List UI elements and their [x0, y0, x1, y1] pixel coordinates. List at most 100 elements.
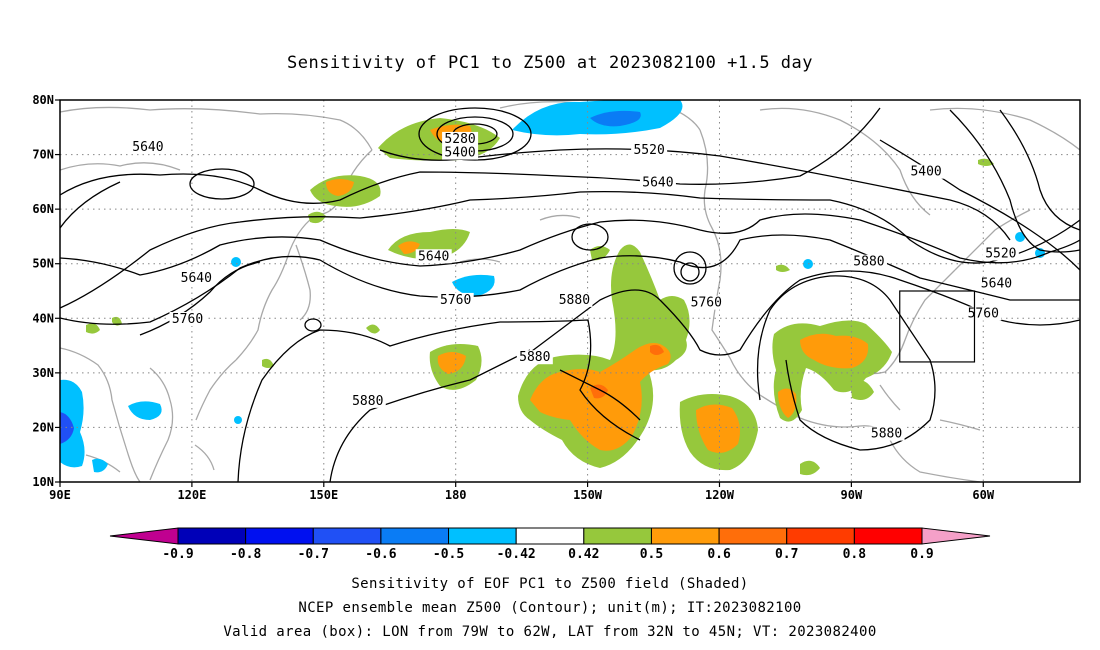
lon-tick-label: 120E — [177, 488, 206, 502]
figure-title: Sensitivity of PC1 to Z500 at 2023082100… — [287, 53, 813, 73]
contour-label: 5400 — [444, 146, 475, 161]
contour-label-bg — [631, 142, 668, 157]
contour-label: 5880 — [352, 394, 383, 409]
contour-label: 5400 — [910, 165, 941, 180]
contour-label: 5520 — [633, 143, 664, 158]
lat-tick-label: 70N — [32, 148, 54, 162]
lat-tick-label: 20N — [32, 420, 54, 434]
colorbar-label: -0.5 — [433, 547, 464, 562]
contour-label-bg — [442, 145, 479, 160]
contour-label: 5760 — [968, 307, 999, 322]
contour-label: 5760 — [691, 296, 722, 311]
colorbar-label: 0.6 — [707, 547, 731, 562]
contour-label: 5520 — [985, 247, 1016, 262]
colorbar-segment — [583, 527, 652, 545]
valid-area-box — [899, 290, 976, 363]
contour-label-bg — [442, 131, 479, 146]
lat-tick-label: 30N — [32, 366, 54, 380]
contour-label-bg — [978, 276, 1015, 291]
contour-label-bg — [908, 164, 945, 179]
negative-area — [231, 257, 241, 267]
positive-area — [112, 316, 122, 326]
colorbar-segment — [245, 527, 314, 545]
colorbar-label: 0.8 — [843, 547, 867, 562]
contour-label: 5640 — [642, 176, 673, 191]
contour-label: 5640 — [981, 277, 1012, 292]
contour-label: 5640 — [181, 271, 212, 286]
shaded-regions — [60, 100, 1045, 476]
colorbar-label: 0.5 — [640, 547, 663, 562]
colorbar-label: 0.7 — [775, 547, 798, 562]
contour-label-bg — [169, 312, 206, 327]
colorbar-label: -0.7 — [298, 547, 329, 562]
positive-area — [366, 324, 380, 334]
lat-tick-label: 80N — [32, 93, 54, 107]
colorbar-label: -0.8 — [230, 547, 261, 562]
contour-label: 5880 — [519, 350, 550, 365]
positive-area — [776, 264, 790, 272]
lon-tick-label: 150W — [573, 488, 603, 502]
colorbar-segment — [786, 527, 855, 545]
colorbar-label: -0.42 — [497, 547, 536, 562]
contour-label: 5880 — [853, 255, 884, 270]
positive-area — [326, 179, 354, 196]
contour-label-bg — [850, 254, 887, 269]
negative-area — [1015, 232, 1025, 242]
lon-tick-label: 120W — [705, 488, 735, 502]
contour-label-bg — [437, 292, 474, 307]
colorbar-segment — [650, 527, 720, 545]
colorbar-label: -0.9 — [162, 547, 193, 562]
colorbar-label: -0.6 — [365, 547, 396, 562]
contour-label-bg — [639, 175, 676, 190]
map-frame — [59, 99, 1081, 483]
positive-area — [778, 388, 797, 418]
negative-area — [590, 110, 641, 127]
negative-area — [92, 458, 108, 473]
positive-area — [800, 460, 820, 476]
negative-area — [60, 412, 74, 444]
positive-area — [262, 358, 274, 368]
lon-tick-label: 90E — [49, 488, 71, 502]
colorbar-label: 0.42 — [568, 547, 599, 562]
colorbar-max-triangle — [921, 527, 991, 545]
positive-area — [696, 404, 740, 453]
contour-label: 5880 — [559, 293, 590, 308]
contour-label: 5640 — [418, 249, 449, 264]
negative-area — [452, 274, 495, 296]
colorbar: -0.9 -0.8 -0.7 -0.6 -0.5 -0.42 0.42 0.5 0.6 0.7 0.… — [109, 527, 991, 562]
contour-label: 5760 — [440, 293, 471, 308]
contour-label: 5880 — [871, 427, 902, 442]
positive-area — [437, 352, 466, 374]
positive-area — [398, 241, 420, 254]
contour-label-bg — [688, 295, 725, 310]
negative-area — [234, 416, 242, 424]
positive-area — [86, 323, 100, 334]
colorbar-min-triangle — [109, 527, 179, 545]
contour-label-bg — [516, 350, 553, 365]
negative-area — [128, 401, 162, 420]
colorbar-segment — [515, 527, 585, 545]
colorbar-segment — [448, 527, 517, 545]
contour-label-bg — [349, 393, 386, 408]
contour-label-bg — [868, 426, 905, 441]
lat-tick-label: 40N — [32, 311, 54, 325]
positive-area — [308, 211, 326, 224]
caption-line-3: Valid area (box): LON from 79W to 62W, L… — [223, 624, 876, 640]
contour-label-bg — [415, 249, 452, 264]
contour-label-bg — [982, 246, 1019, 261]
contour-label-bg — [556, 292, 593, 307]
contour-label: 5280 — [444, 132, 475, 147]
contour-label: 5760 — [172, 312, 203, 327]
contour-label: 5640 — [132, 140, 163, 155]
colorbar-label: 0.9 — [910, 547, 933, 562]
lon-tick-label: 180 — [445, 488, 467, 502]
lat-tick-label: 10N — [32, 475, 54, 489]
positive-area — [850, 379, 874, 400]
lon-tick-label: 150E — [309, 488, 338, 502]
lon-tick-label: 90W — [841, 488, 863, 502]
colorbar-segment — [718, 527, 788, 545]
lon-tick-label: 60W — [972, 488, 994, 502]
